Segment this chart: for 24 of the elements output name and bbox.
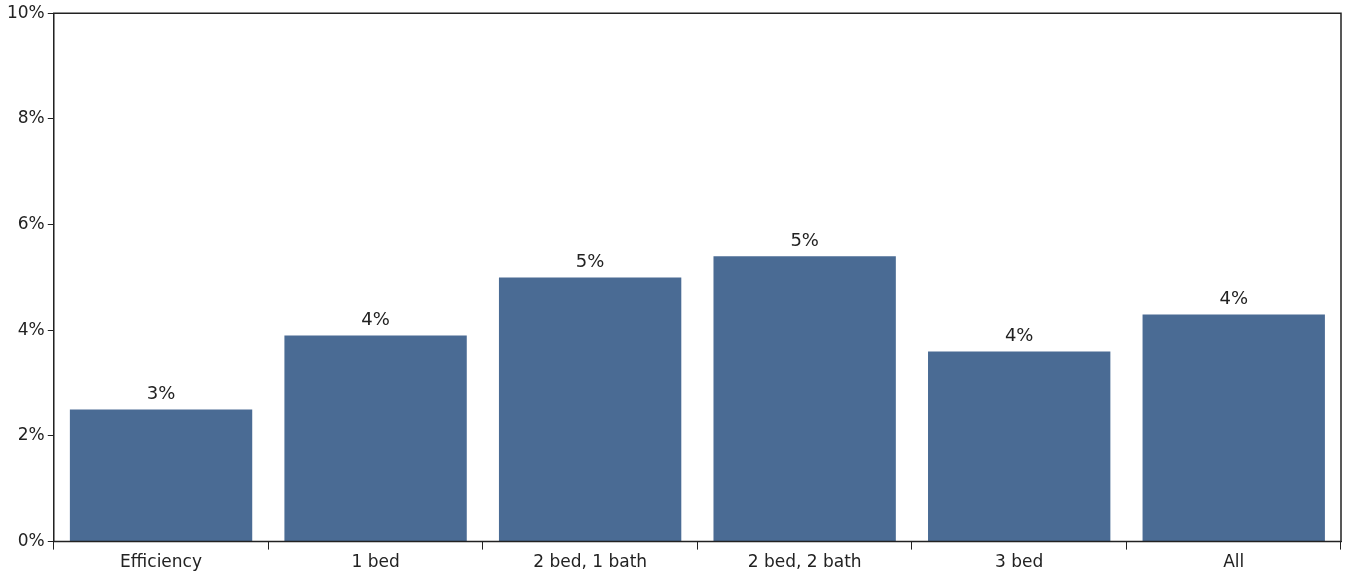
data-label: 5%	[575, 250, 605, 272]
bar	[928, 351, 1111, 542]
bar	[713, 256, 896, 542]
x-tick-label: 2 bed, 2 bath	[747, 551, 862, 572]
y-tick-label: 8%	[17, 107, 45, 128]
y-tick-label: 10%	[6, 1, 45, 22]
bar	[284, 335, 467, 542]
data-label: 4%	[1004, 324, 1034, 346]
data-label: 5%	[790, 228, 819, 250]
x-tick-label: 1 bed	[351, 551, 400, 572]
bar	[1142, 314, 1325, 542]
x-tick-label: 3 bed	[995, 551, 1044, 572]
y-tick-label: 0%	[17, 530, 45, 551]
data-label: 3%	[146, 382, 176, 404]
y-tick-label: 2%	[17, 424, 45, 445]
bar	[498, 277, 682, 542]
data-label: 4%	[361, 308, 390, 330]
x-tick-label: All	[1223, 551, 1245, 572]
bar	[69, 409, 253, 542]
y-tick-label: 4%	[17, 318, 45, 339]
y-tick-label: 6%	[17, 212, 45, 233]
data-label: 4%	[1219, 287, 1249, 309]
x-tick-label: 2 bed, 1 bath	[533, 551, 648, 572]
x-tick-label: Efficiency	[120, 551, 202, 572]
